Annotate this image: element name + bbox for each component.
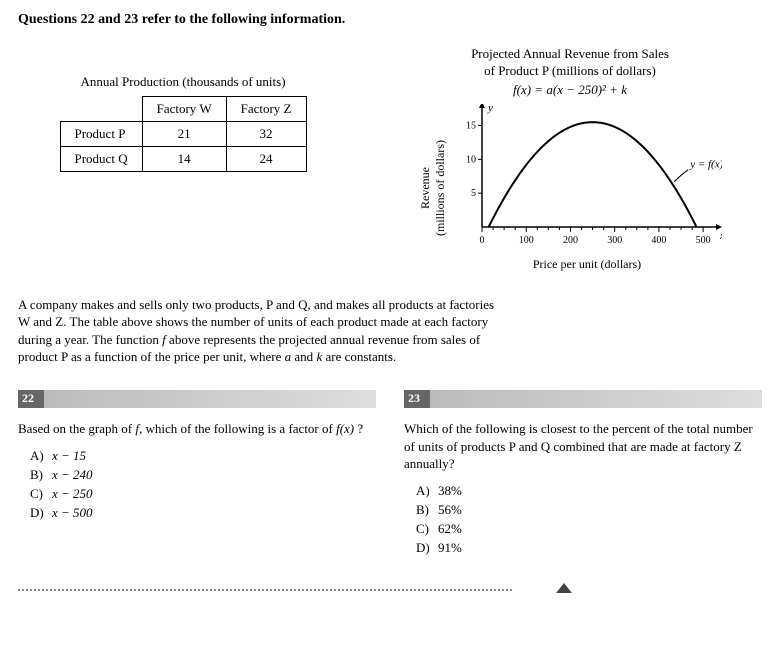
- svg-text:y = f(x): y = f(x): [689, 158, 722, 170]
- choice-label: C): [416, 521, 438, 537]
- chart-formula-text: f(x) = a(x − 250)² + k: [513, 82, 627, 97]
- chart-svg-wrap: y x 0 100 200 300 400 500 5 10 15 y = f(x) Price pe…: [452, 104, 722, 272]
- chart-svg: y x 0 100 200 300 400 500 5 10 15 y = f(x): [452, 104, 722, 249]
- choice: A)x − 15: [30, 448, 376, 464]
- choice-label: B): [416, 502, 438, 518]
- choice-text: x − 500: [52, 505, 93, 520]
- table-header-z: Factory Z: [226, 97, 306, 122]
- choice: C)62%: [416, 521, 762, 537]
- table-header-row: Factory W Factory Z: [60, 97, 306, 122]
- choice-text: 91%: [438, 540, 462, 555]
- svg-text:x: x: [719, 230, 722, 242]
- question-number-bar: 23: [404, 390, 762, 408]
- cell: 14: [142, 147, 226, 172]
- svg-text:10: 10: [466, 154, 476, 165]
- row-label: Product Q: [60, 147, 142, 172]
- choice: D)91%: [416, 540, 762, 556]
- chart-block: Projected Annual Revenue from Sales of P…: [378, 46, 762, 272]
- choice-text: 62%: [438, 521, 462, 536]
- choice-text: 56%: [438, 502, 462, 517]
- footer-dots: [18, 589, 512, 591]
- svg-text:200: 200: [563, 235, 578, 246]
- table-header-blank: [60, 97, 142, 122]
- question-number: 23: [408, 391, 420, 406]
- cell: 32: [226, 122, 306, 147]
- row-label: Product P: [60, 122, 142, 147]
- choices-list: A)x − 15 B)x − 240 C)x − 250 D)x − 500: [18, 448, 376, 521]
- choices-list: A)38% B)56% C)62% D)91%: [404, 483, 762, 556]
- question-text: Based on the graph of f, which of the fo…: [18, 420, 376, 438]
- questions-row: 22 Based on the graph of f, which of the…: [18, 390, 762, 559]
- table-row: Product Q 14 24: [60, 147, 306, 172]
- x-axis-label: Price per unit (dollars): [452, 257, 722, 272]
- qt-fx: f(x): [336, 421, 354, 436]
- table-row: Product P 21 32: [60, 122, 306, 147]
- svg-text:y: y: [487, 104, 493, 114]
- choice-label: D): [416, 540, 438, 556]
- question-number-bar: 22: [18, 390, 376, 408]
- choice-label: C): [30, 486, 52, 502]
- production-table: Factory W Factory Z Product P 21 32 Prod…: [60, 96, 307, 172]
- choice-text: x − 15: [52, 448, 86, 463]
- choice-text: 38%: [438, 483, 462, 498]
- svg-text:15: 15: [466, 120, 476, 131]
- svg-text:400: 400: [651, 235, 666, 246]
- table-caption: Annual Production (thousands of units): [18, 74, 348, 90]
- question-23: 23 Which of the following is closest to …: [404, 390, 762, 559]
- choice: C)x − 250: [30, 486, 376, 502]
- choice: B)x − 240: [30, 467, 376, 483]
- question-number: 22: [22, 391, 34, 406]
- choice-label: A): [416, 483, 438, 499]
- cell: 24: [226, 147, 306, 172]
- choice: A)38%: [416, 483, 762, 499]
- choice-text: x − 250: [52, 486, 93, 501]
- footer-triangle-icon: [556, 583, 572, 593]
- choice-label: B): [30, 467, 52, 483]
- chart-wrap: Revenue(millions of dollars) y x 0 100 200 30…: [378, 104, 762, 272]
- top-content: Annual Production (thousands of units) F…: [18, 46, 762, 272]
- question-22: 22 Based on the graph of f, which of the…: [18, 390, 376, 559]
- context-description: A company makes and sells only two produ…: [18, 296, 498, 366]
- choice-label: D): [30, 505, 52, 521]
- choice-text: x − 240: [52, 467, 93, 482]
- choice: B)56%: [416, 502, 762, 518]
- table-block: Annual Production (thousands of units) F…: [18, 46, 348, 272]
- qt-pre: Based on the graph of: [18, 421, 135, 436]
- chart-formula: f(x) = a(x − 250)² + k: [378, 82, 762, 98]
- svg-text:0: 0: [480, 235, 485, 246]
- cell: 21: [142, 122, 226, 147]
- svg-text:300: 300: [607, 235, 622, 246]
- svg-text:5: 5: [471, 188, 476, 199]
- qt-post: ?: [354, 421, 363, 436]
- footer-rule: [18, 589, 762, 591]
- svg-text:500: 500: [696, 235, 711, 246]
- qt-mid: , which of the following is a factor of: [139, 421, 336, 436]
- choice-label: A): [30, 448, 52, 464]
- chart-title-line2: of Product P (millions of dollars): [484, 63, 656, 78]
- y-axis-label: Revenue(millions of dollars): [418, 140, 448, 236]
- page-header: Questions 22 and 23 refer to the followi…: [18, 12, 762, 28]
- choice: D)x − 500: [30, 505, 376, 521]
- chart-title-line1: Projected Annual Revenue from Sales: [471, 46, 669, 61]
- question-text: Which of the following is closest to the…: [404, 420, 762, 473]
- table-header-w: Factory W: [142, 97, 226, 122]
- svg-text:100: 100: [519, 235, 534, 246]
- chart-title: Projected Annual Revenue from Sales of P…: [378, 46, 762, 80]
